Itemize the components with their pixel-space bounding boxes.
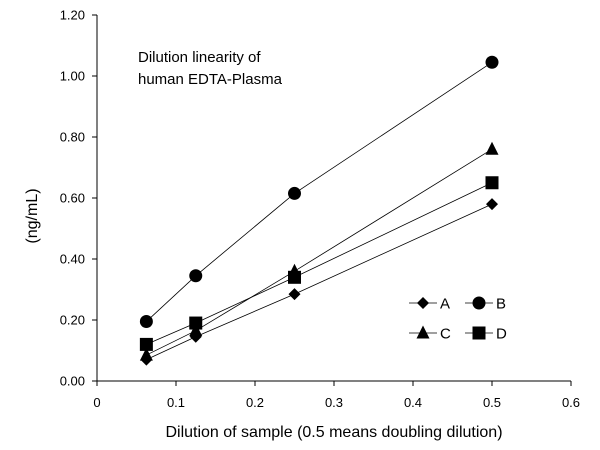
series-d-point <box>288 270 301 284</box>
y-tick-label: 1.20 <box>60 8 85 23</box>
y-tick-label: 0.20 <box>60 313 85 328</box>
y-axis-ticks: 0.00 0.20 0.40 0.60 0.80 1.00 1.20 <box>60 8 97 389</box>
series-c <box>139 141 499 361</box>
y-tick-label: 1.00 <box>60 69 85 84</box>
legend-label-c: C <box>440 326 451 343</box>
series-b-point <box>485 55 499 69</box>
series-d-line <box>146 182 493 345</box>
legend-item-a: A <box>409 296 450 313</box>
x-tick-label: 0.6 <box>562 395 580 410</box>
legend-item-c: C <box>409 325 451 343</box>
series-a-line <box>146 203 493 361</box>
x-axis-ticks: 0 0.1 0.2 0.3 0.4 0.5 0.6 <box>93 381 580 410</box>
legend-item-b: B <box>465 296 506 313</box>
series-a-point <box>288 288 301 301</box>
legend-label-a: A <box>440 296 450 313</box>
chart-annotation-line-2: human EDTA-Plasma <box>138 71 283 88</box>
series-c-point <box>485 141 499 155</box>
series-c-line <box>146 148 493 356</box>
legend-marker-a <box>417 297 429 309</box>
legend-item-d: D <box>465 326 507 343</box>
series-b-point <box>288 186 301 200</box>
series-group <box>139 55 499 366</box>
series-b-point <box>189 269 203 283</box>
x-tick-label: 0.5 <box>483 395 501 410</box>
x-tick-label: 0.3 <box>325 395 343 410</box>
chart-annotation-line-1: Dilution linearity of <box>138 49 261 66</box>
legend-marker-c <box>416 325 430 339</box>
series-b-line <box>146 61 493 322</box>
legend-marker-b <box>472 296 486 310</box>
series-c-point <box>139 347 153 361</box>
series-d-point <box>189 316 203 330</box>
y-axis-title: (ng/mL) <box>24 188 41 243</box>
series-d-point <box>139 337 153 351</box>
legend-label-b: B <box>496 296 506 313</box>
series-b <box>139 55 499 329</box>
series-c-point <box>189 323 203 337</box>
legend-marker-d <box>472 326 486 340</box>
legend: A B C D <box>409 296 507 343</box>
x-tick-label: 0.2 <box>246 395 264 410</box>
y-tick-label: 0.60 <box>60 191 85 206</box>
y-tick-label: 0.80 <box>60 130 85 145</box>
y-tick-label: 0.00 <box>60 374 85 389</box>
x-tick-label: 0 <box>93 395 100 410</box>
x-tick-label: 0.1 <box>167 395 185 410</box>
x-tick-label: 0.4 <box>404 395 422 410</box>
legend-label-d: D <box>496 326 507 343</box>
series-a-point <box>486 198 498 211</box>
x-axis-title: Dilution of sample (0.5 means doubling d… <box>165 424 502 441</box>
series-d <box>139 176 499 351</box>
series-b-point <box>139 315 153 329</box>
series-d-point <box>485 176 499 190</box>
y-tick-label: 0.40 <box>60 252 85 267</box>
